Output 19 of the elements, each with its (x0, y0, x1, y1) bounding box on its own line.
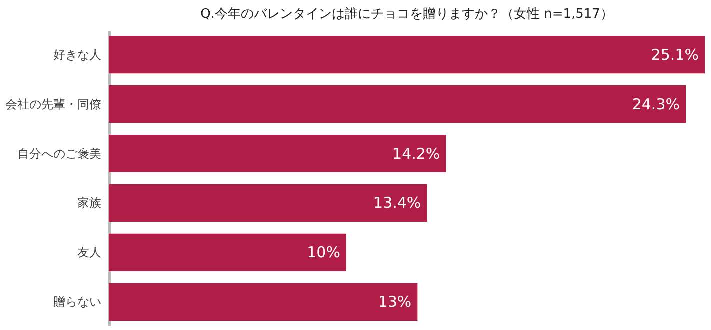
y-tick-label: 自分へのご褒美 (18, 146, 102, 161)
data-label: 13% (378, 293, 412, 312)
y-tick-label: 好きな人 (54, 48, 102, 62)
y-tick-label: 友人 (78, 246, 102, 260)
bar (109, 134, 446, 173)
data-label: 14.2% (392, 144, 440, 163)
bar (109, 184, 428, 222)
y-tick-label: 会社の先輩・同僚 (6, 97, 102, 112)
data-label: 13.4% (374, 194, 422, 212)
data-label: 24.3% (632, 95, 680, 114)
y-tick-label: 贈らない (54, 295, 102, 310)
data-label: 25.1% (651, 46, 699, 64)
bar (109, 85, 686, 124)
y-tick-label: 家族 (78, 196, 102, 210)
data-label: 10% (307, 244, 340, 262)
bar (109, 283, 418, 322)
chart-title: Q.今年のバレンタインは誰にチョコを贈りますか？（女性 n=1,517） (200, 7, 614, 22)
bar (109, 234, 346, 272)
bar (109, 36, 705, 74)
